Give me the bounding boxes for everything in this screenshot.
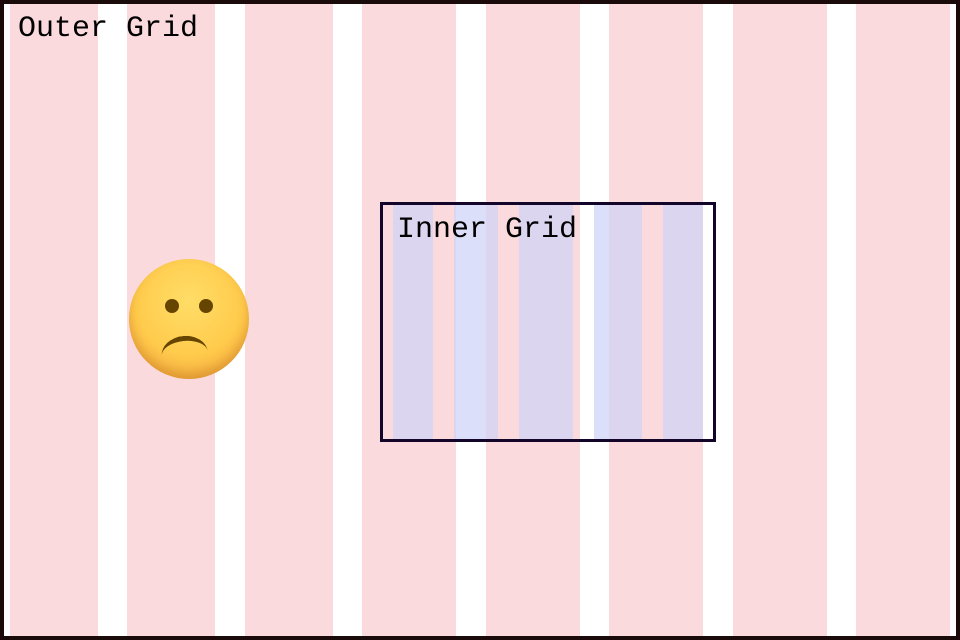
face-circle — [129, 259, 249, 379]
face-eye-left — [165, 299, 179, 313]
outer-stripe — [733, 4, 827, 636]
outer-stripe — [856, 4, 950, 636]
inner-stripe — [594, 205, 642, 439]
face-eye-right — [199, 299, 213, 313]
outer-grid-label: Outer Grid — [18, 12, 198, 46]
outer-stripe — [245, 4, 333, 636]
inner-grid-container: Inner Grid — [380, 202, 716, 442]
confused-face-icon — [129, 259, 249, 379]
outer-grid-container: Outer Grid Inner Grid — [0, 0, 960, 640]
outer-stripe — [10, 4, 98, 636]
face-mouth — [160, 334, 208, 361]
inner-grid-label: Inner Grid — [397, 213, 577, 247]
inner-stripe — [663, 205, 703, 439]
